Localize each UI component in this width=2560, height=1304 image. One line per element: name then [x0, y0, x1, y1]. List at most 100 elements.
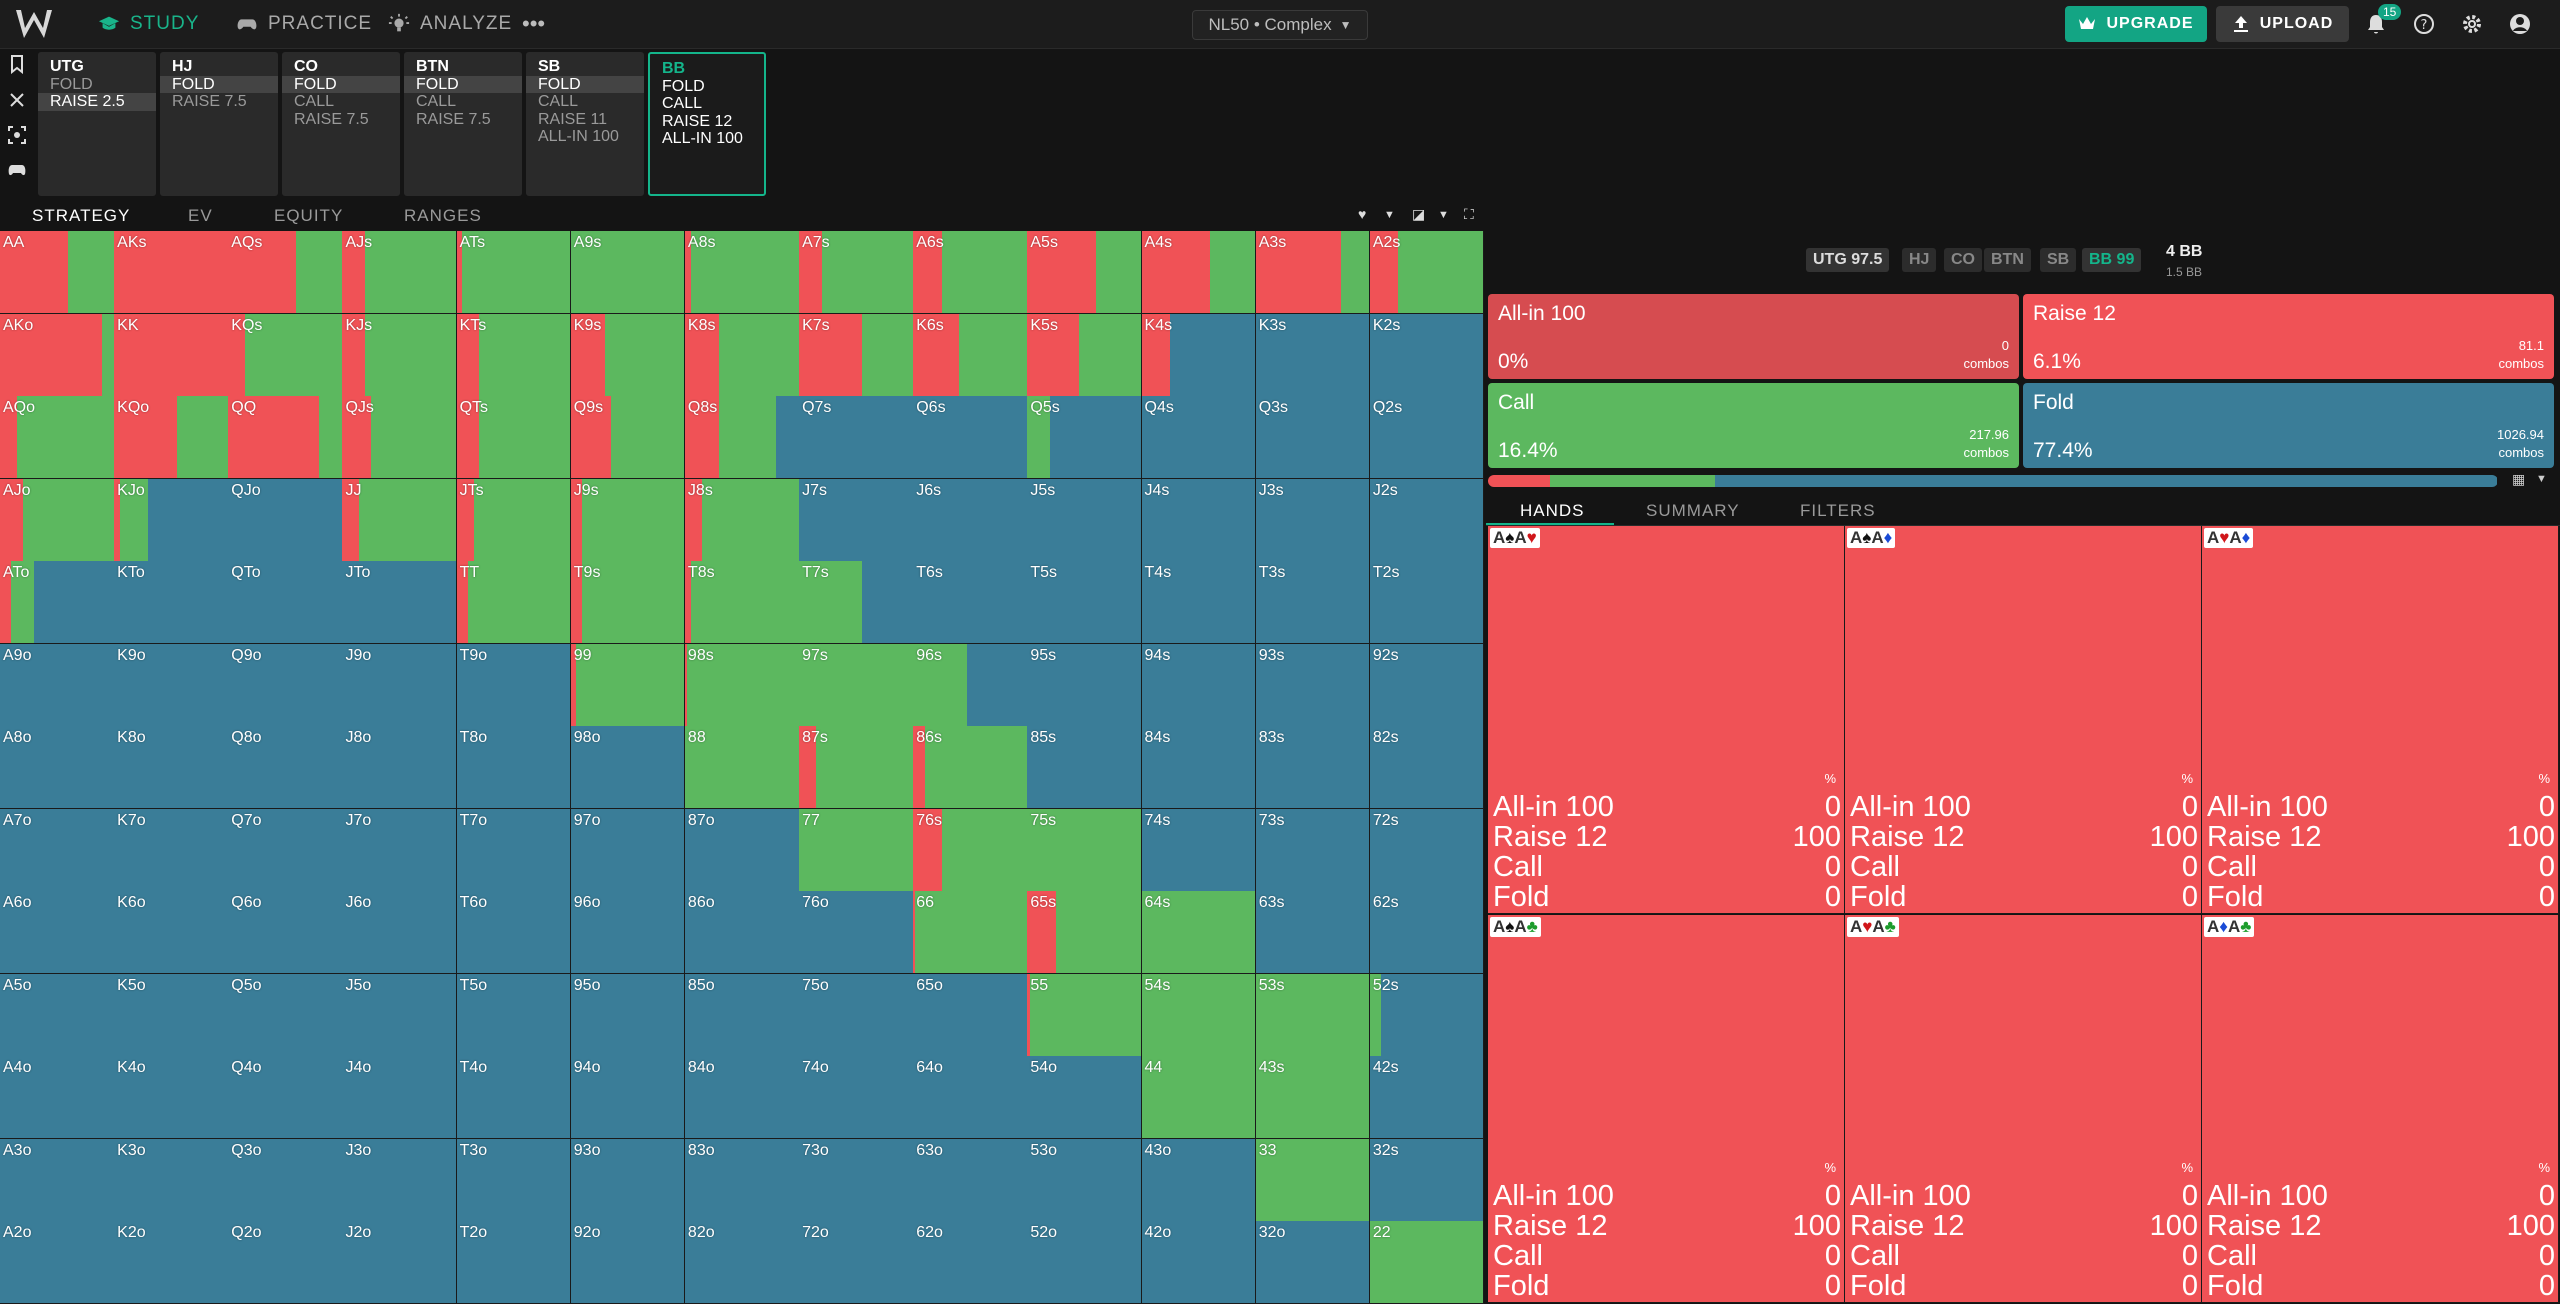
- bell-icon[interactable]: [2364, 12, 2388, 36]
- hand-cell[interactable]: 93s: [1255, 643, 1371, 727]
- tile-sb[interactable]: SB FOLD CALL RAISE 11 ALL-IN 100: [526, 52, 644, 196]
- hand-cell[interactable]: 65o: [913, 973, 1028, 1057]
- hand-cell[interactable]: 72o: [799, 1221, 914, 1304]
- hand-cell[interactable]: 94s: [1141, 643, 1257, 727]
- hand-cell[interactable]: K4s: [1141, 313, 1257, 397]
- hand-cell[interactable]: 83s: [1255, 726, 1371, 810]
- hand-cell[interactable]: ATo: [0, 561, 115, 645]
- hand-cell[interactable]: Q5o: [228, 973, 343, 1057]
- hand-cell[interactable]: AQo: [0, 396, 115, 480]
- hand-cell[interactable]: 77: [799, 808, 914, 892]
- hand-cell[interactable]: K5s: [1027, 313, 1143, 397]
- hand-cell[interactable]: KTo: [114, 561, 229, 645]
- hand-cell[interactable]: K8s: [684, 313, 800, 397]
- hand-cell[interactable]: J3o: [342, 1138, 458, 1222]
- hand-cell[interactable]: K7s: [799, 313, 914, 397]
- hand-cell[interactable]: Q2o: [228, 1221, 343, 1304]
- hand-cell[interactable]: K6o: [114, 891, 229, 975]
- hand-cell[interactable]: Q6s: [913, 396, 1028, 480]
- hand-cell[interactable]: 98s: [684, 643, 800, 727]
- hand-cell[interactable]: J8s: [684, 478, 800, 562]
- tile-action[interactable]: RAISE 7.5: [416, 110, 491, 128]
- hand-cell[interactable]: 82s: [1369, 726, 1485, 810]
- hand-cell[interactable]: 42o: [1141, 1221, 1257, 1304]
- hand-cell[interactable]: 95s: [1027, 643, 1143, 727]
- hand-cell[interactable]: K9s: [570, 313, 686, 397]
- gear-icon[interactable]: [2460, 12, 2484, 36]
- hand-cell[interactable]: 44: [1141, 1056, 1257, 1140]
- hand-cell[interactable]: QQ: [228, 396, 343, 480]
- hand-cell[interactable]: KQs: [228, 313, 343, 397]
- user-icon[interactable]: [2508, 12, 2532, 36]
- hand-cell[interactable]: T3o: [456, 1138, 572, 1222]
- tab-filters[interactable]: FILTERS: [1800, 501, 1876, 520]
- hand-cell[interactable]: T3s: [1255, 561, 1371, 645]
- hand-cell[interactable]: T2s: [1369, 561, 1485, 645]
- hand-cell[interactable]: Q4o: [228, 1056, 343, 1140]
- hand-cell[interactable]: J2s: [1369, 478, 1485, 562]
- hand-cell[interactable]: 92s: [1369, 643, 1485, 727]
- hand-cell[interactable]: 83o: [684, 1138, 800, 1222]
- hand-cell[interactable]: K2s: [1369, 313, 1485, 397]
- hand-cell[interactable]: 92o: [570, 1221, 686, 1304]
- hand-cell[interactable]: 98o: [570, 726, 686, 810]
- hand-cell[interactable]: QTs: [456, 396, 572, 480]
- hand-cell[interactable]: T8o: [456, 726, 572, 810]
- hand-cell[interactable]: J8o: [342, 726, 458, 810]
- hand-cell[interactable]: Q7o: [228, 808, 343, 892]
- hand-cell[interactable]: A4o: [0, 1056, 115, 1140]
- tab-ev[interactable]: EV: [188, 206, 213, 225]
- hand-cell[interactable]: 94o: [570, 1056, 686, 1140]
- hand-cell[interactable]: K6s: [913, 313, 1028, 397]
- hand-cell[interactable]: 52s: [1369, 973, 1485, 1057]
- hand-cell[interactable]: A8s: [684, 231, 800, 315]
- tile-action[interactable]: RAISE 2.5: [38, 93, 156, 111]
- action-box[interactable]: Fold 77.4% 1026.94 combos: [2023, 383, 2554, 468]
- hand-cell[interactable]: 96s: [913, 643, 1028, 727]
- heart-icon[interactable]: ♥: [1358, 206, 1367, 222]
- hand-cell[interactable]: J5s: [1027, 478, 1143, 562]
- hand-cell[interactable]: 97o: [570, 808, 686, 892]
- hand-cell[interactable]: KK: [114, 313, 229, 397]
- hand-cell[interactable]: 84s: [1141, 726, 1257, 810]
- tile-bb[interactable]: BB FOLD CALL RAISE 12 ALL-IN 100: [648, 52, 766, 196]
- tile-action[interactable]: RAISE 12: [662, 112, 733, 130]
- hand-cell[interactable]: 66: [913, 891, 1028, 975]
- combo-card[interactable]: A♥A♦% All-in 100 0 Raise 12 100 Call 0 Fold 0: [2202, 526, 2559, 914]
- tile-btn[interactable]: BTN FOLD CALL RAISE 7.5: [404, 52, 522, 196]
- hand-cell[interactable]: 84o: [684, 1056, 800, 1140]
- hand-cell[interactable]: 52o: [1027, 1221, 1143, 1304]
- hand-cell[interactable]: 54s: [1141, 973, 1257, 1057]
- hand-cell[interactable]: 88: [684, 726, 800, 810]
- hand-cell[interactable]: J4o: [342, 1056, 458, 1140]
- hand-cell[interactable]: AJs: [342, 231, 458, 315]
- hand-cell[interactable]: 42s: [1369, 1056, 1485, 1140]
- hand-cell[interactable]: JTo: [342, 561, 458, 645]
- layout-icon[interactable]: ◪: [1412, 206, 1426, 222]
- hand-cell[interactable]: T6o: [456, 891, 572, 975]
- action-box[interactable]: Raise 12 6.1% 81.1 combos: [2023, 294, 2554, 379]
- hand-cell[interactable]: AKo: [0, 313, 115, 397]
- hand-cell[interactable]: 93o: [570, 1138, 686, 1222]
- hand-cell[interactable]: J6s: [913, 478, 1028, 562]
- close-icon[interactable]: [7, 90, 27, 110]
- hand-cell[interactable]: AJo: [0, 478, 115, 562]
- chevron-down-icon[interactable]: ▼: [2536, 473, 2547, 485]
- nav-study[interactable]: STUDY: [98, 0, 199, 48]
- combo-card[interactable]: A♠A♦% All-in 100 0 Raise 12 100 Call 0 Fold 0: [1845, 526, 2202, 914]
- fullscreen-icon[interactable]: ⛶: [1464, 206, 1474, 222]
- tile-action[interactable]: FOLD: [282, 75, 400, 93]
- hand-cell[interactable]: 64s: [1141, 891, 1257, 975]
- nav-practice[interactable]: PRACTICE: [236, 0, 372, 48]
- position-chip[interactable]: UTG 97.5: [1806, 248, 1890, 272]
- hand-cell[interactable]: J9o: [342, 643, 458, 727]
- hand-cell[interactable]: A9s: [570, 231, 686, 315]
- hand-cell[interactable]: K2o: [114, 1221, 229, 1304]
- hand-cell[interactable]: 75s: [1027, 808, 1143, 892]
- hand-cell[interactable]: KJo: [114, 478, 229, 562]
- hand-cell[interactable]: 32o: [1255, 1221, 1371, 1304]
- hand-cell[interactable]: 73s: [1255, 808, 1371, 892]
- hand-cell[interactable]: 76s: [913, 808, 1028, 892]
- hand-cell[interactable]: 74s: [1141, 808, 1257, 892]
- position-chip[interactable]: CO: [1944, 248, 1982, 272]
